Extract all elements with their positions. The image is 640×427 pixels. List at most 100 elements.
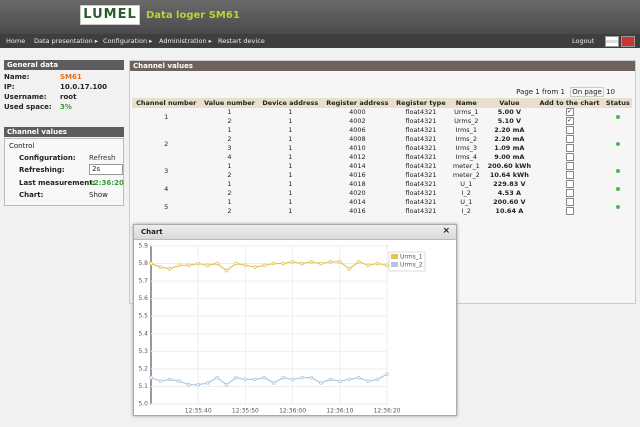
table-row: 5 1 1 4014 float4321 U_1 200.60 V <box>132 198 632 211</box>
status-cell <box>604 180 632 198</box>
cell: 1 <box>227 162 232 170</box>
show-chart-link[interactable]: Show <box>89 191 108 199</box>
cell: 1 <box>288 207 293 215</box>
cell: 4 <box>227 153 232 161</box>
data-point <box>328 377 333 382</box>
legend-label: Urms_2 <box>400 262 423 269</box>
cell: 4012 <box>349 153 366 161</box>
checkbox[interactable] <box>565 162 574 170</box>
cell: 5.00 V <box>497 108 522 116</box>
table-row: 2 1 4008 float4321 Irms_2 2.20 mA <box>132 135 632 144</box>
data-point <box>253 265 257 269</box>
y-tick-label: 5.5 <box>138 313 148 320</box>
cell: 200.60 kWh <box>487 162 532 170</box>
label: Last measurement: <box>19 179 96 187</box>
data-point <box>168 377 172 382</box>
cell: 5.10 V <box>497 117 522 125</box>
data-point <box>356 259 361 264</box>
checkbox[interactable] <box>565 207 574 215</box>
label: Used space: <box>4 103 52 111</box>
cell: 4008 <box>349 135 366 143</box>
cell: Irms_2 <box>455 135 478 143</box>
data-point <box>186 263 191 268</box>
cell: 1 <box>288 117 293 125</box>
checkbox[interactable] <box>565 180 574 188</box>
section-header: Channel values <box>4 127 124 137</box>
nav-item[interactable]: Home <box>6 37 26 45</box>
nav-item[interactable]: Restart device <box>218 37 265 45</box>
checkbox[interactable] <box>565 135 574 143</box>
cell: 4020 <box>349 189 366 197</box>
checkbox[interactable] <box>565 153 574 161</box>
data-point <box>158 265 163 269</box>
logout[interactable]: Logout <box>572 37 595 45</box>
cell: 2 <box>227 207 232 215</box>
cell: 1 <box>288 135 293 143</box>
checkbox[interactable]: ✓ <box>565 108 574 116</box>
chart-toggle-cell: ✓ <box>535 108 603 117</box>
cell: 1 <box>227 126 232 134</box>
label: IP: <box>4 83 15 91</box>
data-point <box>366 379 370 383</box>
cell: 9.00 mA <box>494 153 525 161</box>
refresh-link[interactable]: Refresh <box>89 154 116 162</box>
nav-item[interactable]: Data presentation <box>34 37 98 45</box>
checkbox[interactable] <box>565 144 574 152</box>
cell: 4014 <box>349 162 366 170</box>
value: root <box>60 93 77 101</box>
chart: 5.0 5.1 5.2 5.3 5.4 5.5 5.6 5.7 5.8 5.9 12:35:40 12… <box>138 243 426 415</box>
nav-item[interactable]: Configuration <box>103 37 152 45</box>
checkbox[interactable] <box>565 171 574 179</box>
status-dot <box>615 204 620 209</box>
y-tick-label: 5.1 <box>138 383 148 390</box>
data-point <box>177 263 182 268</box>
refresh-select[interactable]: 2s <box>89 164 123 175</box>
data-point <box>290 377 295 382</box>
status-dot <box>615 114 620 119</box>
cell: 1.09 mA <box>494 144 525 152</box>
on-page-value[interactable]: 10 <box>606 88 615 96</box>
x-tick-label: 12:35:40 <box>185 408 212 415</box>
cell: 4010 <box>349 144 366 152</box>
logo[interactable]: LUMEL <box>80 5 140 25</box>
cell: float4321 <box>405 162 437 170</box>
data-point <box>158 379 163 383</box>
cell: 4002 <box>349 117 366 125</box>
chart-toggle-cell <box>535 207 603 216</box>
data-point <box>168 267 172 271</box>
data-point <box>215 375 219 380</box>
cell: 2 <box>227 189 232 197</box>
checkbox[interactable] <box>565 189 574 197</box>
close-button[interactable]: × <box>442 226 450 236</box>
data-point <box>149 261 153 266</box>
column-header: Register type <box>392 98 450 108</box>
channel-number: 1 <box>164 112 169 121</box>
chart-window: Chart × 5.0 5.1 5.2 5.3 5.4 5.5 5.6 5.7 5.8 5.9 12… <box>133 224 457 416</box>
chart-toggle-cell <box>535 135 603 144</box>
legend-swatch <box>391 254 398 259</box>
checkbox[interactable] <box>565 126 574 134</box>
status-cell <box>604 126 632 162</box>
pager: Page 1 from 1 On page 10 <box>516 87 615 97</box>
y-tick-label: 5.9 <box>138 243 148 250</box>
cell: Irms_1 <box>455 126 478 134</box>
cell: 4.53 A <box>497 189 522 197</box>
cell: I_2 <box>461 207 471 215</box>
flag-icon[interactable] <box>621 36 635 47</box>
window-title-bar: Chart × <box>134 225 456 240</box>
cell: float4321 <box>405 117 437 125</box>
data-point <box>224 382 229 387</box>
data-point <box>328 259 333 264</box>
checkbox[interactable] <box>565 198 574 206</box>
flag-icon[interactable] <box>605 36 619 47</box>
y-tick-label: 5.4 <box>138 330 148 337</box>
data-point <box>177 379 182 383</box>
chart-toggle-cell <box>535 144 603 153</box>
data-point <box>243 377 248 382</box>
cell: 1 <box>227 108 232 116</box>
column-header: Name <box>449 98 484 108</box>
data-point <box>385 372 389 376</box>
cell: 4006 <box>349 126 366 134</box>
nav-item[interactable]: Administration <box>159 37 212 45</box>
checkbox[interactable]: ✓ <box>565 117 574 125</box>
